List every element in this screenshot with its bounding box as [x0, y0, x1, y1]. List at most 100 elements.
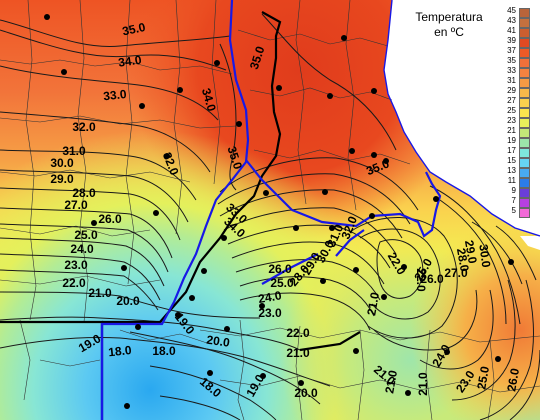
scale-swatch — [519, 38, 530, 48]
scale-label: 17 — [507, 146, 516, 155]
scale-swatch — [519, 18, 530, 28]
isotherm-label: 28.0 — [454, 247, 472, 273]
isotherm-label: 34.0 — [117, 53, 142, 70]
station-dot — [91, 220, 97, 226]
isotherm-label: 21.0 — [364, 291, 382, 317]
station-dot — [341, 35, 347, 41]
isotherm-label: 22.0 — [62, 276, 86, 290]
scale-swatch — [519, 178, 530, 188]
isotherm-label: 21.0 — [416, 372, 430, 396]
station-dot — [214, 60, 220, 66]
station-dot — [353, 267, 359, 273]
isotherm-label: 35.0 — [247, 44, 268, 71]
station-dot — [353, 348, 359, 354]
station-dot — [139, 103, 145, 109]
isotherm-label: 27.0 — [64, 198, 88, 212]
scale-label: 33 — [507, 66, 516, 75]
station-dot — [381, 294, 387, 300]
isotherm-label: 24.0 — [70, 242, 94, 256]
station-dot — [383, 158, 389, 164]
station-dot — [508, 259, 514, 265]
station-dot — [221, 235, 227, 241]
scale-label: 11 — [507, 176, 516, 185]
isotherm-lines — [0, 13, 540, 420]
scale-label: 25 — [507, 106, 516, 115]
scale-swatch — [519, 68, 530, 78]
scale-label: 41 — [507, 26, 516, 35]
isotherm-label: 26.0 — [420, 272, 444, 286]
scale-label: 35 — [507, 56, 516, 65]
scale-swatch — [519, 148, 530, 158]
isotherm-label: 33.0 — [103, 87, 128, 103]
scale-swatch — [519, 98, 530, 108]
isotherm-label: 30.0 — [50, 156, 74, 170]
scale-label: 5 — [511, 206, 516, 215]
isotherm-label: 18.0 — [152, 344, 176, 358]
scale-swatch — [519, 198, 530, 208]
isotherm-label: 30.0 — [476, 243, 493, 268]
isotherm-label: 29.0 — [462, 239, 480, 265]
isotherm-label: 32.0 — [72, 120, 96, 134]
isotherm-label: 29.0 — [50, 172, 74, 186]
scale-label: 9 — [511, 186, 516, 195]
isotherm-label: 18.0 — [108, 343, 133, 359]
station-dot — [201, 268, 207, 274]
scale-label: 19 — [507, 136, 516, 145]
scale-swatch — [519, 78, 530, 88]
isotherm-label: 20.0 — [116, 294, 140, 308]
isotherm-label: 27.0 — [444, 266, 468, 280]
station-dot — [327, 93, 333, 99]
scale-label: 27 — [507, 96, 516, 105]
scale-swatch — [519, 168, 530, 178]
scale-label: 21 — [507, 126, 516, 135]
scale-swatch — [519, 188, 530, 198]
isotherm-label: 22.0 — [286, 326, 310, 340]
scale-label: 23 — [507, 116, 516, 125]
scale-swatch — [519, 28, 530, 38]
scale-swatch — [519, 158, 530, 168]
scale-swatch — [519, 58, 530, 68]
isotherm-label: 35.0 — [225, 144, 246, 171]
color-scale: 45 43 41 39 37 35 33 31 29 27 25 23 21 19 17 15 13 11 9 7 5 — [500, 6, 534, 220]
scale-swatch — [519, 48, 530, 58]
station-dot — [135, 324, 141, 330]
station-dot — [298, 380, 304, 386]
scale-swatch — [519, 208, 530, 218]
station-dot — [44, 14, 50, 20]
station-markers — [44, 14, 514, 409]
station-dot — [369, 213, 375, 219]
scale-swatch — [519, 128, 530, 138]
scale-swatch — [519, 108, 530, 118]
station-dot — [276, 85, 282, 91]
legend-title-line1: Temperatura — [415, 10, 483, 24]
station-dot — [124, 403, 130, 409]
station-dot — [224, 326, 230, 332]
station-dot — [121, 265, 127, 271]
scale-label: 39 — [507, 36, 516, 45]
legend-title: Temperatura en ºC — [402, 10, 496, 40]
isotherm-label: 22.0 — [414, 268, 428, 292]
ocean-area — [384, 0, 540, 236]
scale-label: 13 — [507, 166, 516, 175]
scale-label: 31 — [507, 76, 516, 85]
station-dot — [401, 264, 407, 270]
station-dot — [177, 87, 183, 93]
isotherm-label: 20.0 — [294, 386, 318, 400]
station-dot — [495, 356, 501, 362]
isotherm-label: 20.0 — [206, 333, 231, 350]
isotherm-label: 24.0 — [257, 288, 283, 306]
ocean-area-corner — [520, 236, 540, 250]
station-dot — [189, 295, 195, 301]
isotherm-label: 23.0 — [258, 306, 282, 320]
station-dot — [329, 225, 335, 231]
scale-swatch — [519, 88, 530, 98]
isotherm-label: 21.0 — [88, 286, 112, 300]
isotherm-label: 25.0 — [270, 276, 294, 290]
station-dot — [260, 373, 266, 379]
station-dot — [293, 225, 299, 231]
isotherm-label: 21.0 — [286, 346, 310, 360]
scale-label: 37 — [507, 46, 516, 55]
station-dot — [371, 152, 377, 158]
